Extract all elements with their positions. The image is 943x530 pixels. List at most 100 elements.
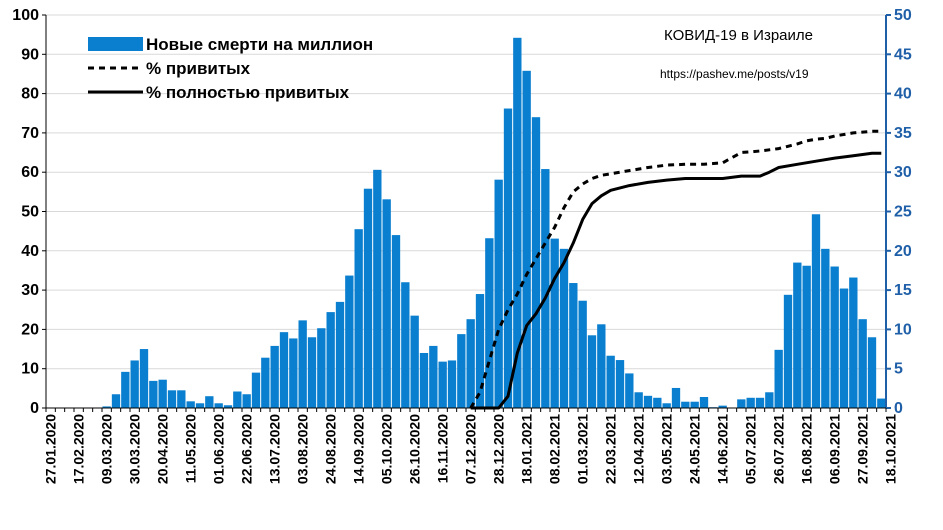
bar	[466, 319, 475, 408]
x-axis-ticks: 27.01.2020 17.02.2020 09.03.2020 30.03.2020…	[43, 408, 899, 484]
bar	[615, 360, 625, 408]
left-tick-label: 40	[21, 243, 39, 260]
bar	[531, 117, 541, 409]
x-tick-label: 18.01.2021	[519, 414, 535, 484]
bar	[438, 361, 447, 408]
right-tick-label: 40	[894, 86, 912, 103]
left-tick-label: 100	[12, 7, 39, 24]
x-tick-label: 01.06.2020	[211, 414, 227, 484]
x-tick-label: 05.10.2020	[379, 414, 395, 484]
x-tick-label: 22.03.2021	[603, 414, 619, 484]
bar	[149, 380, 158, 408]
legend-swatch-bar	[88, 37, 143, 51]
bar	[111, 394, 121, 408]
bar	[737, 399, 746, 408]
bar	[662, 403, 671, 408]
legend-label-vaccinated: % привитых	[146, 59, 251, 78]
line-vaccinated	[469, 129, 882, 409]
bar	[233, 391, 242, 408]
x-tick-label: 12.04.2021	[631, 414, 647, 484]
bar	[839, 288, 849, 408]
bar	[522, 70, 531, 408]
x-tick-label: 01.03.2021	[575, 414, 591, 484]
bar	[335, 301, 345, 408]
x-tick-label: 24.05.2021	[687, 414, 703, 484]
legend: Новые смерти на миллион % привитых % пол…	[88, 35, 373, 102]
bar	[559, 248, 569, 408]
left-axis-ticks: 0 10 20 30 40 50 60 70 80 90 100	[12, 7, 46, 417]
right-tick-label: 30	[894, 164, 912, 181]
bar	[382, 199, 391, 408]
bar	[317, 328, 326, 408]
bar	[363, 188, 373, 408]
bar	[419, 352, 429, 408]
bar	[746, 397, 755, 408]
bar	[578, 300, 587, 408]
bar	[681, 401, 690, 408]
bar	[177, 390, 186, 408]
x-tick-label: 27.01.2020	[43, 414, 59, 484]
x-tick-label: 16.11.2020	[435, 414, 451, 484]
x-tick-label: 24.08.2020	[323, 414, 339, 484]
x-tick-label: 05.07.2021	[743, 414, 759, 484]
bar	[643, 395, 653, 408]
bar	[289, 338, 298, 408]
bar	[475, 294, 485, 408]
bar	[242, 394, 251, 408]
bar	[457, 334, 466, 408]
bar	[326, 312, 335, 408]
bar	[877, 398, 886, 408]
x-tick-label: 17.02.2020	[71, 414, 87, 484]
bar	[849, 277, 858, 408]
left-tick-label: 20	[21, 321, 39, 338]
bar	[597, 324, 606, 408]
left-tick-label: 60	[21, 164, 39, 181]
x-tick-label: 18.10.2021	[883, 414, 899, 484]
bar	[550, 238, 559, 408]
x-tick-label: 07.12.2020	[463, 414, 479, 484]
x-tick-label: 28.12.2020	[491, 414, 507, 484]
bar	[699, 396, 709, 408]
x-tick-label: 09.03.2020	[99, 414, 115, 484]
legend-label-fully-vaccinated: % полностью привитых	[146, 83, 350, 102]
x-tick-label: 27.09.2021	[855, 414, 871, 484]
x-tick-label: 26.10.2020	[407, 414, 423, 484]
bar	[821, 248, 830, 408]
bar	[410, 315, 419, 408]
bar	[587, 335, 597, 408]
bar	[139, 349, 149, 408]
bar	[858, 319, 867, 408]
right-tick-label: 10	[894, 321, 912, 338]
bar	[830, 266, 839, 408]
right-tick-label: 50	[894, 7, 912, 24]
bar	[167, 390, 177, 408]
right-tick-label: 25	[894, 204, 912, 221]
line-series	[469, 129, 882, 410]
x-tick-label: 08.02.2021	[547, 414, 563, 484]
bar	[130, 360, 139, 408]
bar	[158, 379, 167, 408]
x-tick-label: 06.09.2021	[827, 414, 843, 484]
bar	[494, 179, 503, 408]
bar	[765, 392, 774, 408]
bar	[634, 392, 643, 408]
right-tick-label: 5	[894, 361, 903, 378]
left-tick-label: 80	[21, 86, 39, 103]
bar	[606, 355, 615, 408]
bar-series	[102, 37, 886, 409]
bar	[793, 262, 802, 408]
bar	[186, 401, 195, 408]
x-tick-label: 14.09.2020	[351, 414, 367, 484]
bar	[261, 357, 270, 408]
bar	[513, 37, 522, 408]
x-tick-label: 14.06.2021	[715, 414, 731, 484]
left-tick-label: 0	[30, 400, 39, 417]
right-tick-label: 0	[894, 400, 903, 417]
bar	[503, 108, 513, 408]
bar	[755, 397, 765, 408]
x-tick-label: 16.08.2021	[799, 414, 815, 484]
x-tick-label: 22.06.2020	[239, 414, 255, 484]
right-tick-label: 20	[894, 243, 912, 260]
